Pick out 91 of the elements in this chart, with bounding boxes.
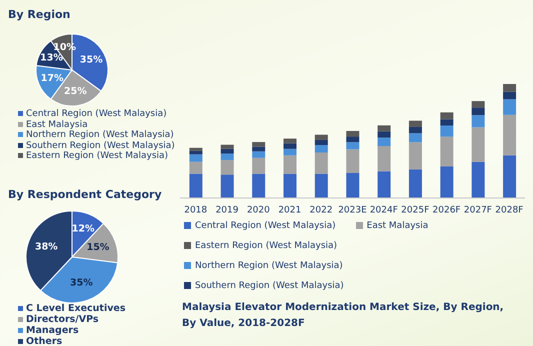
bar: [252, 142, 266, 147]
legend-label: East Malaysia: [26, 120, 88, 130]
bar: [346, 142, 360, 150]
bar: [408, 133, 422, 142]
bar: [346, 136, 360, 142]
legend-label: Southern Region (West Malaysia): [26, 140, 175, 150]
legend-label: Eastern Region (West Malaysia): [26, 151, 168, 161]
bar: [189, 150, 202, 154]
legend-label: Others: [26, 336, 62, 346]
bar: [440, 112, 454, 120]
bar: [284, 174, 296, 198]
bar: [440, 166, 454, 198]
x-tick-label: 2025F: [401, 205, 430, 216]
bar: [346, 149, 360, 174]
data-label: 17%: [40, 73, 64, 84]
bar: [284, 148, 296, 156]
chart-title: By Region: [8, 8, 72, 21]
bar: [378, 131, 391, 138]
data-label: 25%: [64, 86, 88, 97]
bar: [503, 155, 516, 198]
x-tick-label: 2020: [246, 205, 270, 216]
bar: [189, 162, 202, 174]
data-label: 38%: [34, 241, 58, 252]
bar: [503, 99, 516, 115]
bar: [314, 174, 328, 198]
bar: [378, 125, 391, 132]
bar: [503, 92, 516, 100]
bar: [472, 162, 485, 198]
x-tick-label: 2027F: [464, 205, 492, 216]
bar: [346, 173, 360, 198]
x-tick-label: 2019: [216, 205, 239, 216]
bar: [252, 146, 266, 152]
bar: [440, 136, 454, 167]
bar: [378, 171, 391, 198]
text: Malaysia Elevator Modernization Market Size, By Region, By Value, 2018-2028F: [182, 301, 505, 331]
x-tick-label: 2028F: [495, 205, 524, 216]
bar: [378, 138, 391, 146]
legend-label: Southern Region (West Malaysia): [195, 281, 344, 291]
bar: [472, 101, 485, 108]
x-tick-label: 2023E: [338, 205, 368, 216]
data-label: 12%: [72, 223, 96, 234]
bar: [220, 174, 234, 198]
bar: [220, 154, 234, 160]
bar: [503, 84, 516, 92]
x-tick-label: 2018: [184, 205, 208, 216]
legend-label: Central Region (West Malaysia): [195, 221, 336, 231]
bar: [252, 174, 266, 198]
bar: [378, 146, 391, 172]
bar: [472, 127, 485, 162]
legend-label: Directors/VPs: [26, 314, 99, 325]
bar: [284, 138, 296, 144]
bar: [314, 152, 328, 174]
bar: [346, 130, 360, 137]
bar: [220, 160, 234, 175]
legend-label: Northern Region (West Malaysia): [26, 130, 174, 140]
chart-title: By Respondent Category: [8, 188, 163, 201]
data-label: 13%: [40, 52, 64, 64]
bar: [252, 158, 266, 174]
bar: [440, 125, 454, 137]
bar: [220, 148, 234, 154]
bar: [314, 140, 328, 145]
bar: [314, 134, 328, 140]
bar: [408, 142, 422, 170]
bar: [408, 120, 422, 127]
bar: [440, 119, 454, 126]
legend-label: C Level Executives: [26, 303, 126, 314]
legend-label: East Malaysia: [366, 221, 428, 231]
bar: [314, 144, 328, 153]
bar: [252, 151, 266, 158]
bar: [408, 169, 422, 198]
bar: [472, 115, 485, 128]
bar: [189, 154, 202, 162]
data-label: 15%: [86, 242, 110, 254]
bar: [284, 155, 296, 174]
legend-label: Eastern Region (West Malaysia): [195, 241, 338, 251]
bar: [189, 148, 202, 151]
bar: [220, 144, 234, 149]
x-tick-label: 2024F: [370, 205, 398, 216]
bar: [503, 114, 516, 156]
bar: [408, 126, 422, 134]
x-tick-label: 2021: [278, 205, 302, 216]
x-tick-label: 2022: [310, 205, 333, 216]
bar: [472, 108, 485, 116]
bar: [284, 143, 296, 149]
bar: [189, 174, 202, 198]
legend-label: Northern Region (West Malaysia): [195, 261, 343, 271]
legend-label: Managers: [26, 325, 79, 336]
x-tick-label: 2026F: [432, 205, 461, 216]
legend-label: Central Region (West Malaysia): [26, 109, 167, 119]
data-label: 35%: [70, 277, 94, 288]
data-label: 35%: [80, 54, 104, 66]
